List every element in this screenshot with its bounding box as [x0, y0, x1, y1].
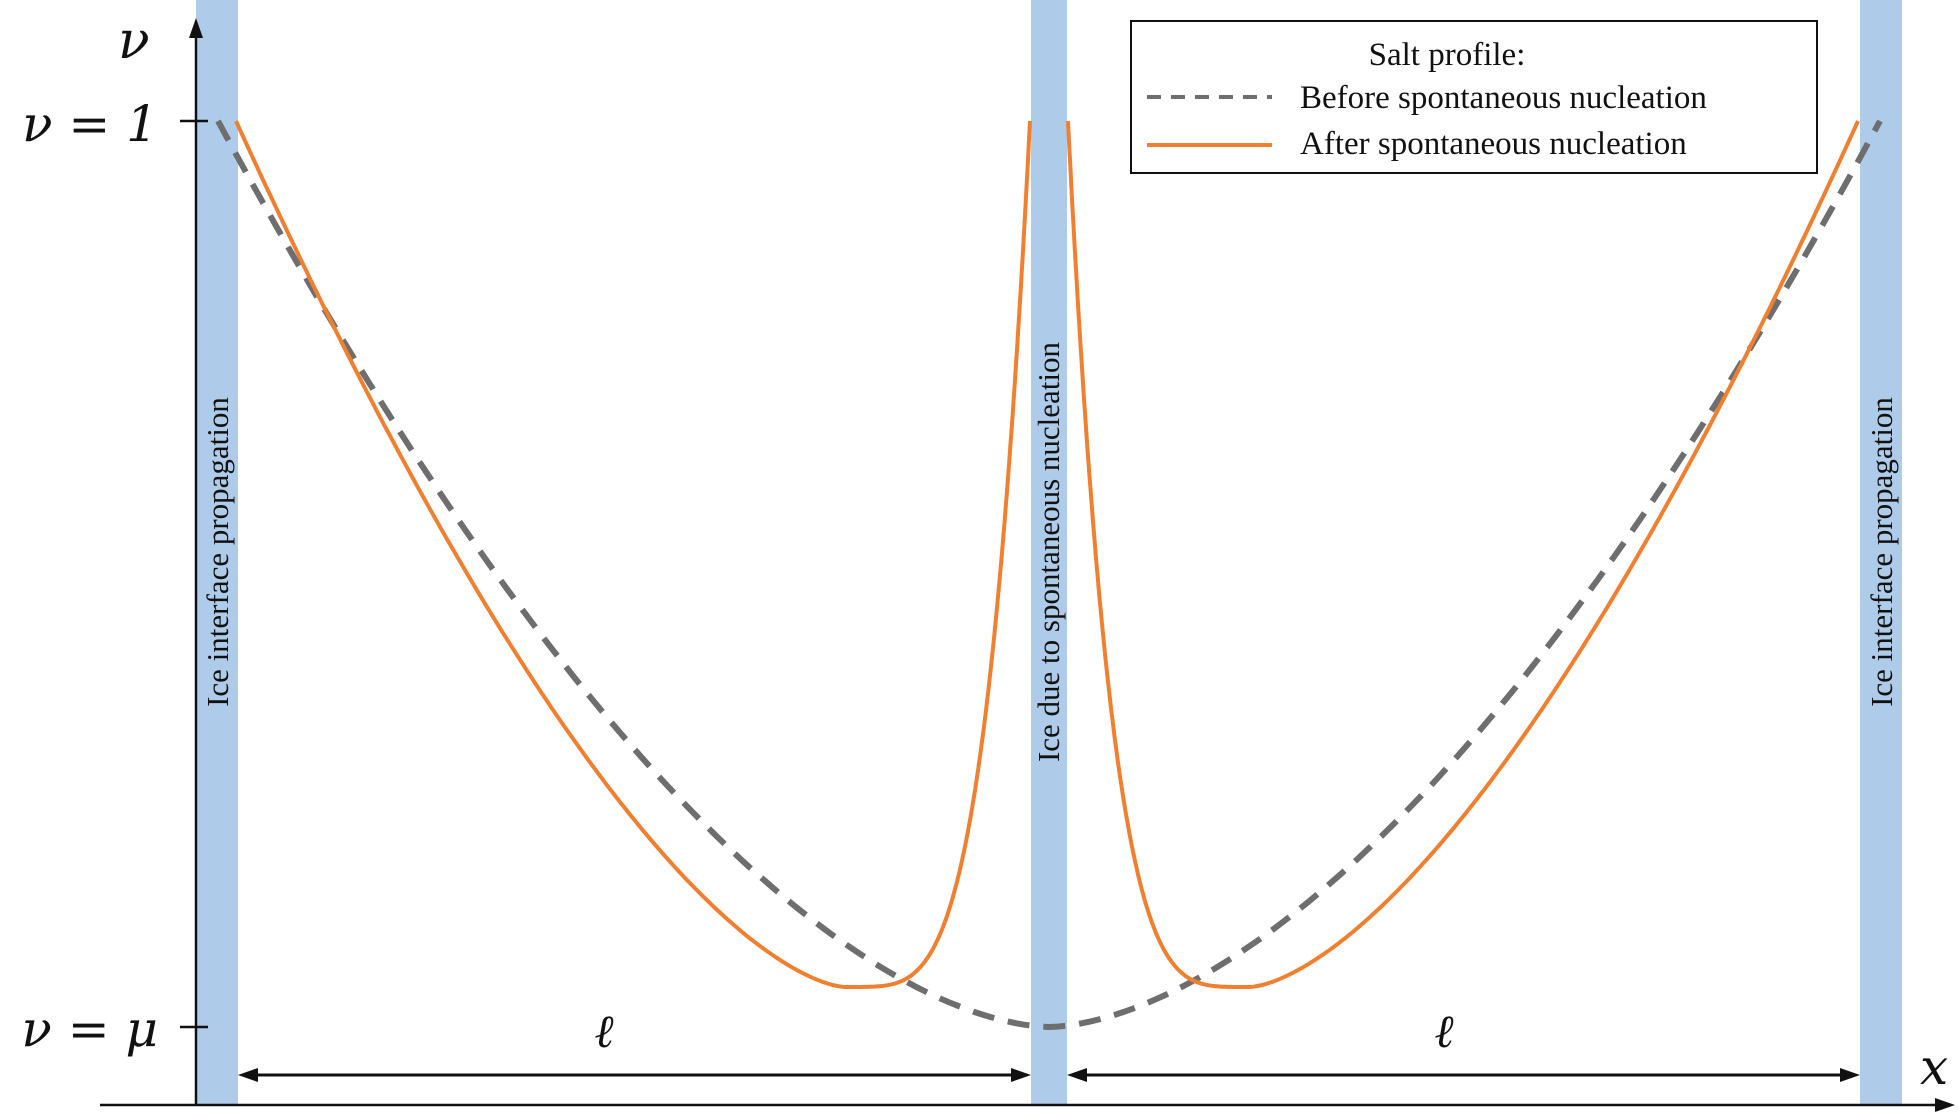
legend-label-after: After spontaneous nucleation	[1300, 126, 1687, 162]
left-band-label: Ice interface propagation	[200, 397, 235, 707]
left-spacing-label: ℓ	[594, 1004, 614, 1058]
left-spacing-arrowhead-r	[1011, 1068, 1031, 1082]
right-ice-band	[1860, 0, 1902, 1106]
y-axis-label: ν	[118, 11, 150, 71]
middle-ice-band	[1031, 0, 1067, 1106]
left-ice-band	[196, 0, 238, 1106]
y-tick-top-label: ν = 1	[22, 95, 158, 153]
right-spacing-label: ℓ	[1434, 1004, 1454, 1058]
before-nucleation-curve	[215, 119, 1883, 1031]
legend-title: Salt profile:	[1369, 37, 1526, 73]
x-axis-label: x	[1920, 1038, 1948, 1096]
left-spacing-arrowhead-l	[238, 1068, 258, 1082]
after-nucleation-curve-right	[1066, 120, 1860, 989]
x-axis-arrow	[1935, 1098, 1955, 1112]
legend-label-before: Before spontaneous nucleation	[1300, 80, 1707, 116]
y-tick-bottom-label: ν = μ	[21, 1000, 158, 1058]
right-spacing-arrowhead-l	[1067, 1068, 1087, 1082]
middle-band-label: Ice due to spontaneous nucleation	[1031, 341, 1066, 762]
right-spacing-arrowhead-r	[1840, 1068, 1860, 1082]
right-band-label: Ice interface propagation	[1864, 397, 1899, 707]
after-nucleation-curve-left	[234, 120, 1032, 989]
y-axis-arrow	[189, 18, 203, 38]
legend: Salt profile: Before spontaneous nucleat…	[1130, 20, 1818, 174]
